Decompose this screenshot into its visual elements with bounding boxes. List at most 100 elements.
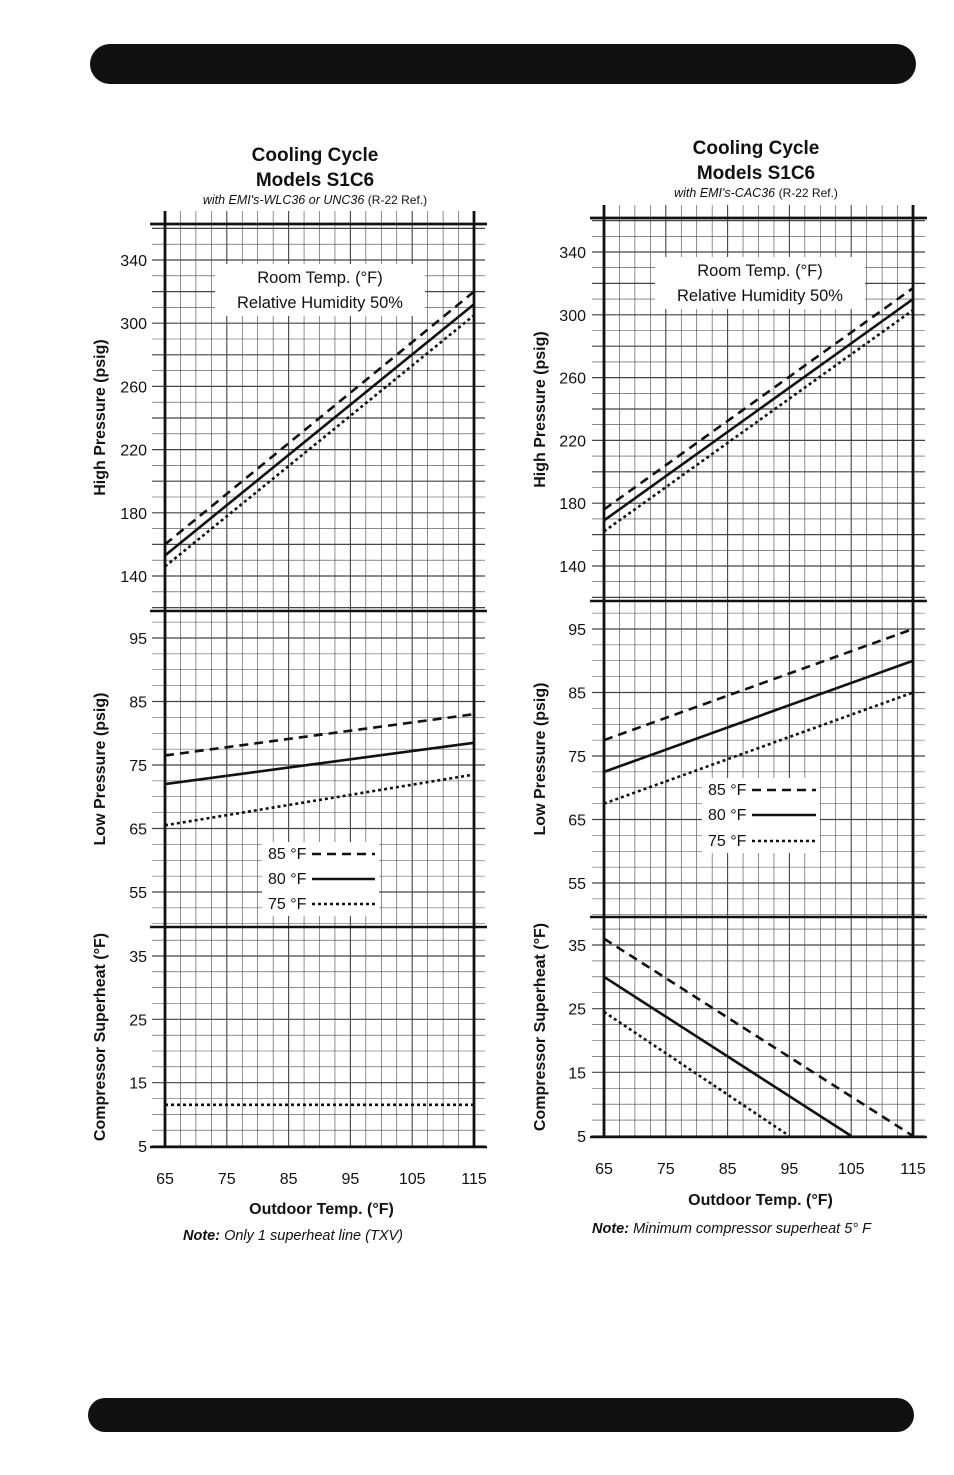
x-tick-label: 85 (719, 1161, 737, 1178)
legend-label: 85 °F (708, 782, 747, 799)
series-line (603, 937, 914, 1138)
room-temp-background (655, 257, 865, 309)
room-temp-background (215, 264, 425, 316)
chart-note-bold: Note: (183, 1228, 224, 1244)
legend-label: 75 °F (268, 896, 307, 913)
y-tick-label: 25 (568, 1002, 586, 1019)
chart-note-text: Only 1 superheat line (TXV) (224, 1228, 403, 1244)
bottom-footer-bar (88, 1398, 914, 1432)
x-tick-label: 115 (461, 1171, 487, 1188)
horizontal-grid (152, 939, 485, 1147)
series-line (164, 314, 475, 568)
x-tick-label: 115 (900, 1161, 926, 1178)
chart-subtitle-ref: (R-22 Ref.) (779, 186, 838, 200)
panel-1: 340 300 260 220 180 140 High Pressure (psig) (532, 220, 927, 603)
legend-label: 85 °F (268, 846, 307, 863)
series-line (603, 975, 852, 1138)
y-tick-label: 55 (129, 885, 147, 902)
series-line (603, 287, 914, 511)
chart-subtitle: with EMI's-WLC36 or UNC36 (R-22 Ref.) (203, 193, 427, 207)
y-tick-label: 55 (568, 876, 586, 893)
y-tick-label: 140 (120, 569, 147, 586)
y-tick-label: 75 (568, 749, 586, 766)
x-axis-label: Outdoor Temp. (°F) (688, 1192, 833, 1209)
panel-3: 35 25 15 5 Compressor Superheat (°F) (532, 923, 927, 1146)
x-tick-label: 95 (781, 1161, 799, 1178)
y-tick-label: 180 (559, 496, 586, 513)
chart-title-line2: Models S1C6 (256, 170, 374, 191)
y-tick-label: 95 (129, 631, 147, 648)
x-tick-label: 95 (342, 1171, 360, 1188)
chart-subtitle-ref: (R-22 Ref.) (368, 193, 427, 207)
series-line (164, 712, 475, 757)
chart-1: Cooling Cycle Models S1C6 with EMI's-WLC36… (92, 145, 487, 1244)
y-tick-label: 85 (129, 695, 147, 712)
series-line (603, 659, 914, 774)
y-tick-label: 260 (120, 379, 147, 396)
chart-subtitle: with EMI's-CAC36 (R-22 Ref.) (674, 186, 838, 200)
chart-title-line1: Cooling Cycle (693, 138, 820, 159)
x-axis-label: Outdoor Temp. (°F) (249, 1201, 394, 1218)
x-tick-label: 105 (399, 1171, 426, 1188)
y-axis-label: High Pressure (psig) (92, 339, 109, 495)
y-tick-label: 260 (559, 371, 586, 388)
y-axis-label: Compressor Superheat (°F) (92, 933, 109, 1141)
humidity-label: Relative Humidity 50% (677, 287, 843, 305)
chart-subtitle-main: with EMI's-WLC36 or UNC36 (203, 193, 368, 207)
chart-note-bold: Note: (592, 1221, 633, 1237)
series-line (603, 298, 914, 522)
series-line (164, 741, 475, 786)
series-line (603, 691, 914, 805)
y-tick-label: 180 (120, 506, 147, 523)
series-line (603, 1010, 791, 1138)
chart-title-line2: Models S1C6 (697, 163, 815, 184)
legend-label: 75 °F (708, 833, 747, 850)
vertical-grid (164, 211, 475, 1147)
y-tick-label: 35 (129, 949, 147, 966)
y-tick-label: 300 (120, 316, 147, 333)
legend-label: 80 °F (268, 871, 307, 888)
chart-note-text: Minimum compressor superheat 5° F (633, 1221, 872, 1237)
y-tick-label: 95 (568, 622, 586, 639)
legend-label: 80 °F (708, 807, 747, 824)
y-tick-label: 65 (129, 822, 147, 839)
legend: 85 °F 80 °F 75 °F (262, 842, 379, 916)
panel-1: 340 300 260 220 180 140 High Pressure (psig) (92, 227, 487, 613)
x-tick-label: 75 (657, 1161, 675, 1178)
chart-note: Note: Only 1 superheat line (TXV) (183, 1228, 403, 1244)
y-axis-label: High Pressure (psig) (532, 331, 549, 487)
chart-2: Cooling Cycle Models S1C6 with EMI's-CAC36… (532, 138, 927, 1237)
y-tick-label: 85 (568, 686, 586, 703)
y-tick-label: 15 (129, 1076, 147, 1093)
chart-note: Note: Minimum compressor superheat 5° F (592, 1221, 872, 1237)
y-tick-label: 65 (568, 813, 586, 830)
y-tick-label: 75 (129, 758, 147, 775)
y-tick-label: 25 (129, 1012, 147, 1029)
y-tick-label: 140 (559, 559, 586, 576)
y-tick-label: 5 (138, 1139, 147, 1156)
y-tick-label: 220 (120, 443, 147, 460)
chart-subtitle-main: with EMI's-CAC36 (674, 186, 779, 200)
y-tick-label: 15 (568, 1065, 586, 1082)
x-tick-label: 105 (838, 1161, 865, 1178)
y-tick-label: 300 (559, 308, 586, 325)
y-axis-label: Compressor Superheat (°F) (532, 923, 549, 1131)
horizontal-grid (592, 220, 925, 599)
y-axis-label: Low Pressure (psig) (92, 693, 109, 846)
top-header-bar (90, 44, 916, 84)
legend: 85 °F 80 °F 75 °F (702, 778, 820, 853)
series-line (164, 773, 475, 827)
y-tick-label: 5 (577, 1129, 586, 1146)
x-tick-label: 65 (595, 1161, 613, 1178)
y-tick-label: 220 (559, 433, 586, 450)
y-tick-label: 340 (120, 253, 147, 270)
humidity-label: Relative Humidity 50% (237, 294, 403, 312)
room-temp-label: Room Temp. (°F) (697, 262, 822, 280)
x-tick-label: 65 (156, 1171, 174, 1188)
vertical-grid (603, 205, 914, 1137)
y-axis-label: Low Pressure (psig) (532, 683, 549, 836)
x-tick-label: 85 (280, 1171, 298, 1188)
y-tick-label: 35 (568, 938, 586, 955)
room-temp-box: Room Temp. (°F) Relative Humidity 50% (215, 264, 425, 316)
